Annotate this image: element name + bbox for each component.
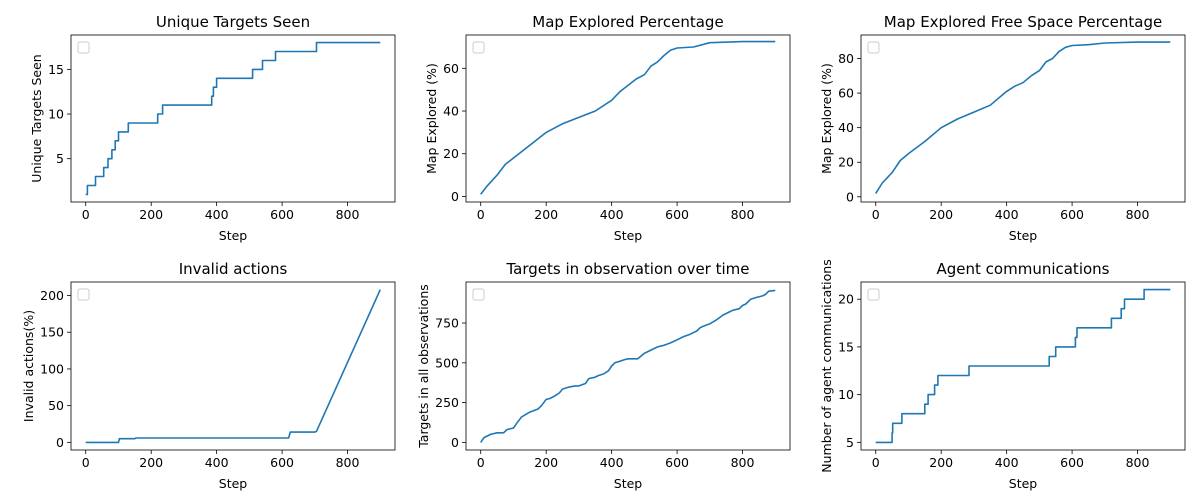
y-tick-label: 15 xyxy=(838,339,854,354)
y-tick-label: 0 xyxy=(56,435,64,450)
y-tick-label: 20 xyxy=(838,292,854,307)
x-tick-label: 200 xyxy=(139,455,163,470)
y-tick-label: 750 xyxy=(435,316,459,331)
x-axis-label: Step xyxy=(219,228,248,243)
y-tick-label: 40 xyxy=(838,120,854,135)
y-tick-label: 200 xyxy=(40,288,64,303)
y-tick-label: 100 xyxy=(40,361,64,376)
axes-frame xyxy=(70,34,396,203)
x-tick-label: 800 xyxy=(336,455,360,470)
y-axis-label: Unique Targets Seen xyxy=(29,54,44,182)
x-tick-label: 800 xyxy=(1126,207,1150,222)
x-tick-label: 600 xyxy=(1060,207,1084,222)
x-tick-label: 400 xyxy=(205,455,229,470)
x-axis-label: Step xyxy=(614,228,643,243)
x-tick-label: 200 xyxy=(534,455,558,470)
x-tick-label: 600 xyxy=(665,455,689,470)
y-tick-label: 10 xyxy=(48,107,64,122)
axes-frame xyxy=(860,34,1186,203)
subplot-5: Targets in observation over time 0 200 400 6… xyxy=(416,260,791,491)
x-axis-label: Step xyxy=(1009,228,1038,243)
x-tick-label: 800 xyxy=(731,207,755,222)
y-tick-label: 80 xyxy=(838,51,854,66)
legend-box xyxy=(867,41,880,54)
subplot-2: Map Explored Percentage 0 200 400 600 800 0 20 4… xyxy=(424,13,791,243)
series-line xyxy=(85,289,382,444)
series-line xyxy=(480,40,776,195)
x-tick-label: 400 xyxy=(600,455,624,470)
y-axis-label: Map Explored (%) xyxy=(819,63,834,174)
axes-frame xyxy=(465,34,791,203)
y-tick-label: 5 xyxy=(846,435,854,450)
x-tick-label: 200 xyxy=(929,455,953,470)
legend-box xyxy=(867,288,880,301)
y-axis-label: Targets in all observations xyxy=(416,284,431,449)
x-tick-label: 800 xyxy=(731,455,755,470)
y-tick-label: 40 xyxy=(443,104,459,119)
x-tick-label: 200 xyxy=(534,207,558,222)
series-line xyxy=(480,289,776,443)
y-tick-label: 0 xyxy=(451,189,459,204)
y-tick-label: 0 xyxy=(846,189,854,204)
y-tick-label: 5 xyxy=(56,151,64,166)
x-tick-label: 0 xyxy=(477,207,485,222)
y-tick-label: 150 xyxy=(40,325,64,340)
y-axis-label: Map Explored (%) xyxy=(424,63,439,174)
subplot-title: Unique Targets Seen xyxy=(156,13,310,31)
x-tick-label: 600 xyxy=(270,455,294,470)
subplot-4: Invalid actions 0 200 400 600 800 0 50 100 150 200… xyxy=(21,260,396,491)
subplot-6: Agent communications 0 200 400 600 800 5 10 15 20… xyxy=(819,259,1186,491)
y-tick-label: 50 xyxy=(48,398,64,413)
legend-box xyxy=(77,288,90,301)
x-tick-label: 0 xyxy=(477,455,485,470)
axes-frame xyxy=(465,281,791,451)
y-tick-label: 500 xyxy=(435,355,459,370)
subplot-title: Map Explored Free Space Percentage xyxy=(884,13,1162,31)
x-tick-label: 800 xyxy=(336,207,360,222)
x-tick-label: 800 xyxy=(1126,455,1150,470)
x-tick-label: 400 xyxy=(995,455,1019,470)
series-line xyxy=(875,41,1171,194)
legend-box xyxy=(77,41,90,54)
y-tick-label: 15 xyxy=(48,62,64,77)
x-tick-label: 0 xyxy=(872,455,880,470)
x-axis-label: Step xyxy=(614,476,643,491)
x-tick-label: 200 xyxy=(929,207,953,222)
axes-frame xyxy=(70,281,396,451)
y-tick-label: 250 xyxy=(435,395,459,410)
series-line xyxy=(85,41,381,196)
y-axis-label: Number of agent communications xyxy=(819,259,834,472)
y-tick-label: 60 xyxy=(443,61,459,76)
y-tick-label: 20 xyxy=(838,155,854,170)
x-tick-label: 400 xyxy=(600,207,624,222)
y-tick-label: 60 xyxy=(838,86,854,101)
x-tick-label: 600 xyxy=(270,207,294,222)
subplot-1: Unique Targets Seen 0 200 400 600 800 5 10 15 Ste… xyxy=(29,13,396,243)
x-tick-label: 400 xyxy=(995,207,1019,222)
series-line xyxy=(875,288,1171,444)
x-tick-label: 200 xyxy=(139,207,163,222)
y-tick-label: 20 xyxy=(443,146,459,161)
x-tick-label: 0 xyxy=(82,455,90,470)
legend-box xyxy=(472,288,485,301)
x-tick-label: 400 xyxy=(205,207,229,222)
subplot-title: Map Explored Percentage xyxy=(532,13,723,31)
y-tick-label: 10 xyxy=(838,387,854,402)
axes-frame xyxy=(860,281,1186,451)
x-tick-label: 600 xyxy=(665,207,689,222)
x-tick-label: 0 xyxy=(82,207,90,222)
y-axis-label: Invalid actions(%) xyxy=(21,310,36,422)
subplot-title: Agent communications xyxy=(937,260,1110,278)
x-axis-label: Step xyxy=(1009,476,1038,491)
x-tick-label: 0 xyxy=(872,207,880,222)
y-tick-label: 0 xyxy=(451,435,459,450)
x-axis-label: Step xyxy=(219,476,248,491)
subplot-title: Invalid actions xyxy=(179,260,288,278)
legend-box xyxy=(472,41,485,54)
subplot-title: Targets in observation over time xyxy=(505,260,749,278)
x-tick-label: 600 xyxy=(1060,455,1084,470)
